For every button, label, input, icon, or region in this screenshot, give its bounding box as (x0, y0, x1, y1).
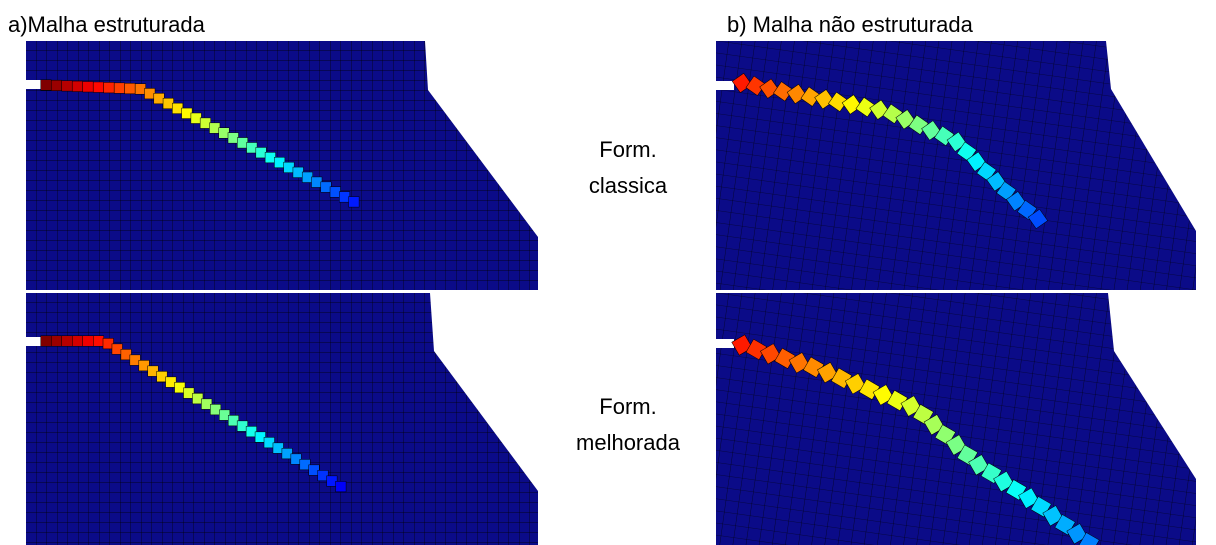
damaged-element (104, 82, 115, 93)
damaged-element (302, 172, 313, 183)
damaged-element (114, 83, 125, 94)
damaged-element (349, 197, 360, 208)
damaged-element (163, 98, 174, 109)
mesh-panel (26, 41, 538, 290)
damaged-element (256, 147, 267, 158)
damaged-element (83, 82, 94, 93)
damaged-element (51, 336, 62, 347)
damaged-element (83, 336, 94, 347)
column-title: b) Malha não estruturada (727, 12, 974, 37)
damaged-element (93, 336, 104, 347)
damaged-element (265, 152, 276, 163)
damaged-element (336, 481, 347, 492)
damaged-element (41, 336, 52, 347)
damaged-element (172, 103, 183, 114)
damaged-element (311, 177, 322, 188)
row-label: Form. (599, 394, 656, 419)
mesh-panel (26, 293, 538, 545)
damaged-element (330, 187, 341, 198)
damaged-element (228, 133, 239, 144)
damaged-element (209, 123, 220, 134)
damaged-element (125, 83, 135, 94)
mesh-panel (716, 41, 1196, 290)
damaged-element (293, 167, 304, 178)
column-title: a)Malha estruturada (8, 12, 206, 37)
damaged-element (237, 138, 248, 149)
damaged-element (62, 81, 73, 92)
damaged-element (247, 143, 257, 154)
damaged-element (93, 82, 104, 93)
damaged-element (72, 81, 83, 92)
damaged-element (145, 88, 156, 99)
damaged-element (191, 113, 202, 124)
damaged-element (62, 336, 73, 347)
figure: a)Malha estruturada b) Malha não estrutu… (0, 0, 1216, 545)
damaged-element (284, 162, 295, 173)
damaged-element (274, 157, 285, 168)
row-label: Form. (599, 137, 656, 162)
row-label: melhorada (576, 430, 681, 455)
row-label: classica (589, 173, 668, 198)
damaged-element (339, 192, 350, 203)
damaged-element (135, 84, 146, 95)
damaged-element (321, 182, 332, 193)
damaged-element (51, 80, 62, 91)
mesh-panel (716, 293, 1196, 545)
damaged-element (219, 128, 230, 138)
damaged-element (182, 108, 193, 119)
damaged-element (72, 336, 83, 347)
damaged-element (154, 93, 165, 104)
damaged-element (200, 118, 211, 129)
damaged-element (41, 80, 52, 91)
